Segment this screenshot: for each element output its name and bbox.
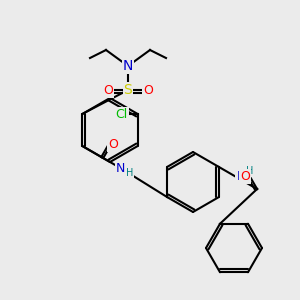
Text: Cl: Cl — [116, 107, 128, 121]
Text: O: O — [108, 138, 118, 152]
Text: H: H — [246, 166, 254, 176]
Text: H: H — [126, 168, 133, 178]
Text: S: S — [124, 83, 132, 97]
Text: O: O — [143, 83, 153, 97]
Text: O: O — [240, 170, 250, 183]
Text: N: N — [116, 163, 125, 176]
Text: N: N — [236, 169, 246, 182]
Text: O: O — [103, 83, 113, 97]
Text: N: N — [123, 59, 133, 73]
